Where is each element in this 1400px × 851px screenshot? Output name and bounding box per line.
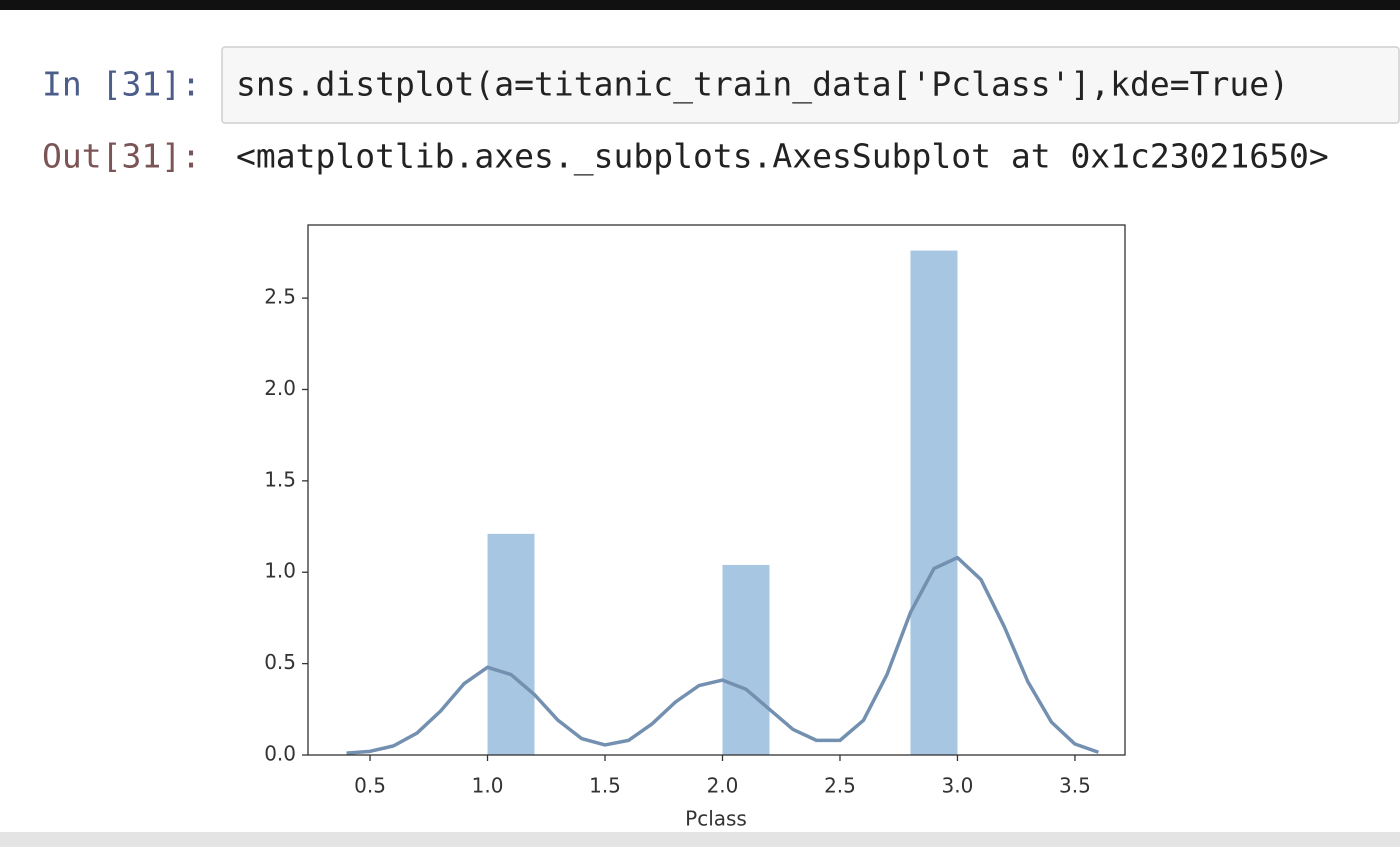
y-tick-label: 0.5 [264,650,296,674]
histogram-bar [722,564,770,755]
histogram-bar [487,533,535,755]
x-axis-label: Pclass [685,807,747,831]
x-tick-label: 1.0 [472,774,504,798]
x-tick-label: 2.0 [707,774,739,798]
x-tick-label: 3.0 [942,774,974,798]
y-tick-label: 2.5 [264,285,296,309]
plot-area [308,225,1125,755]
x-tick-label: 3.5 [1059,774,1091,798]
code-cell[interactable] [221,46,1400,124]
code: sns.distplot(a=titanic_train_data['Pclas… [236,65,1289,105]
y-tick-label: 1.0 [264,559,296,583]
histogram-bar [910,250,958,755]
bottom-bar [0,832,1400,847]
output-prompt: Out[31]: [42,137,201,176]
y-tick-label: 0.0 [264,742,296,766]
input-prompt: In [31]: [42,65,201,104]
axes-frame [307,224,1126,756]
output-text: <matplotlib.axes._subplots.AxesSubplot a… [236,137,1329,177]
top-bar [0,0,1400,10]
y-tick-label: 1.5 [264,467,296,491]
x-tick-label: 2.5 [824,774,856,798]
x-tick-label: 1.5 [589,774,621,798]
chart [346,250,1100,755]
kde-line [346,555,1100,755]
x-tick-label: 0.5 [354,774,386,798]
y-tick-label: 2.0 [264,376,296,400]
